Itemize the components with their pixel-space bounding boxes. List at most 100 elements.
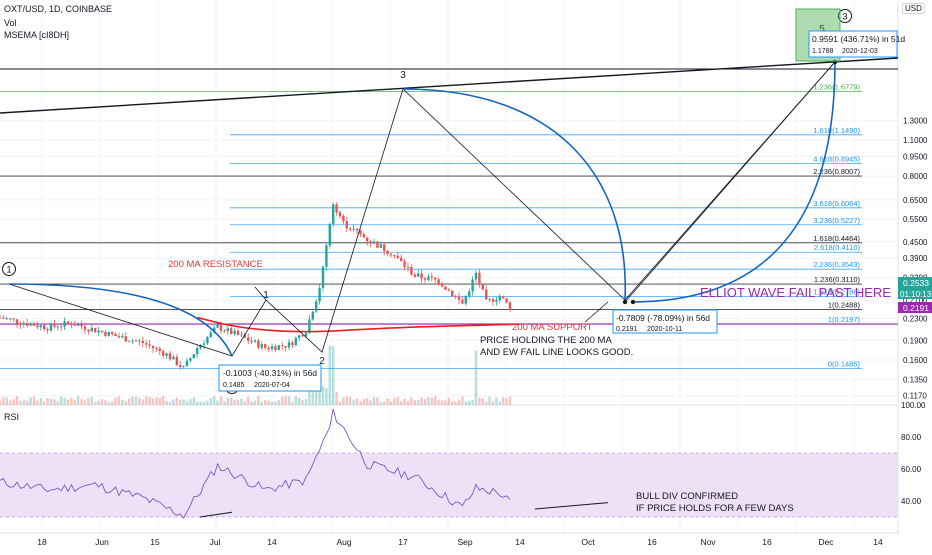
volume-bar	[376, 397, 379, 405]
candle-body	[359, 230, 362, 235]
volume-bar	[349, 396, 352, 405]
volume-bar	[12, 399, 15, 405]
candle-body	[488, 298, 491, 300]
measure-box-drop1[interactable]: -0.1003 (-40.31%) in 56d 0.1485 2020-07-…	[218, 364, 322, 392]
volume-bar	[134, 396, 138, 405]
candle-body	[342, 216, 345, 222]
volume-bar	[481, 398, 484, 405]
candle-body	[247, 337, 250, 341]
volume-bar	[94, 401, 97, 405]
volume-bar	[366, 398, 369, 405]
ma-200-line	[197, 316, 521, 333]
fib-level-label: 3.618(0.6064)	[813, 199, 860, 208]
volume-bar	[267, 400, 270, 405]
symbol-title[interactable]: OXT/USD, 1D, COINBASE	[4, 4, 113, 14]
volume-bar	[226, 397, 229, 405]
volume-bar	[247, 396, 250, 405]
candle-body	[216, 324, 219, 328]
volume-bar	[430, 397, 433, 405]
measure-target-price: 1.1788	[812, 48, 834, 55]
volume-bar	[304, 398, 308, 405]
volume-bar	[454, 401, 457, 405]
bull-div-note-line2: IF PRICE HOLDS FOR A FEW DAYS	[636, 503, 794, 514]
measure-drop2-date: 2020-10-11	[647, 326, 682, 333]
volume-bar	[83, 400, 87, 405]
volume-bar	[413, 400, 416, 405]
candle-body	[301, 335, 304, 337]
indicator-legend[interactable]: MSEMA [cI8DH]	[4, 30, 70, 40]
volume-bar	[498, 401, 501, 405]
volume-bar	[298, 397, 301, 405]
candle-body	[56, 326, 59, 328]
rsi-axis[interactable]: 100.00 80.00 60.00 40.00	[901, 401, 926, 506]
volume-bar	[457, 399, 461, 405]
volume-bar	[165, 400, 168, 405]
volume-bar	[291, 401, 294, 405]
volume-bar	[287, 396, 291, 405]
candle-body	[308, 319, 311, 334]
candle-body	[5, 318, 8, 320]
candle-body	[386, 250, 389, 254]
currency-badge[interactable]: USD	[902, 3, 925, 14]
candle-body	[15, 319, 19, 324]
volume-bar	[192, 397, 195, 405]
candle-body	[111, 331, 114, 335]
price-pane[interactable]	[0, 0, 898, 405]
candle-body	[457, 296, 461, 300]
support-price-value: 0.2191	[903, 303, 929, 313]
candle-body	[372, 241, 376, 243]
volume-bar	[488, 396, 491, 405]
candle-body	[94, 327, 97, 333]
candle-body	[53, 323, 56, 327]
candle-body	[182, 366, 185, 368]
candle-body	[70, 323, 73, 326]
volume-bar	[335, 391, 338, 405]
volume-bar	[19, 400, 22, 405]
volume-bar	[332, 346, 335, 405]
candle-body	[420, 273, 423, 279]
time-axis[interactable]: 18 Jun 15 Jul 14 Aug 17 Sep 14 Oct 16 Nov 16 Dec 14	[37, 537, 883, 547]
price-axis[interactable]: 1.3000 1.1000 0.9500 0.8000 0.6500 0.5500 0.45…	[903, 117, 928, 401]
candle-body	[304, 333, 308, 337]
candle-body	[321, 266, 325, 289]
wave-label-1: 1	[263, 290, 269, 301]
candle-body	[199, 344, 202, 349]
candle-body	[66, 321, 70, 324]
candle-body	[192, 354, 195, 359]
price-axis-label: 0.1600	[903, 356, 928, 365]
volume-bar	[213, 396, 216, 405]
volume-bar	[345, 396, 348, 405]
volume-bar	[179, 399, 182, 405]
time-axis-label: Dec	[818, 537, 834, 547]
candle-body	[240, 334, 243, 336]
volume-bar	[403, 398, 406, 405]
measure-box-drop2[interactable]: -0.7809 (-78.09%) in 56d 0.2191 2020-10-…	[612, 309, 718, 334]
candle-body	[26, 323, 29, 326]
note-arrow	[254, 286, 267, 301]
rsi-legend[interactable]: RSI	[4, 412, 20, 422]
volume-bar	[46, 398, 49, 405]
candle-body	[413, 274, 416, 277]
volume-bar	[423, 398, 427, 405]
candle-body	[250, 340, 253, 342]
candle-body	[389, 253, 393, 256]
candle-body	[83, 326, 87, 330]
fib-level-label: 2.236(0.3543)	[813, 260, 860, 269]
rsi-line	[0, 408, 511, 519]
volume-bar	[281, 396, 284, 405]
volume-bar	[359, 401, 362, 405]
volume-bar	[355, 398, 359, 405]
time-axis-label: 18	[37, 537, 47, 547]
candle-body	[134, 340, 138, 342]
target-box[interactable]: 0.9591 (436.71%) in 51d 1.1788 2020-12-0…	[795, 8, 905, 62]
candle-body	[383, 244, 386, 251]
candle-body	[168, 353, 172, 360]
volume-bar	[243, 401, 246, 405]
measure-target-main: 0.9591 (436.71%) in 51d	[812, 34, 905, 44]
volume-bar	[9, 400, 12, 405]
volume-legend[interactable]: Vol	[4, 18, 17, 28]
trend-line	[0, 57, 899, 114]
candle-body	[369, 241, 372, 243]
fib-level-label: 2.236(0.8007)	[813, 167, 860, 176]
